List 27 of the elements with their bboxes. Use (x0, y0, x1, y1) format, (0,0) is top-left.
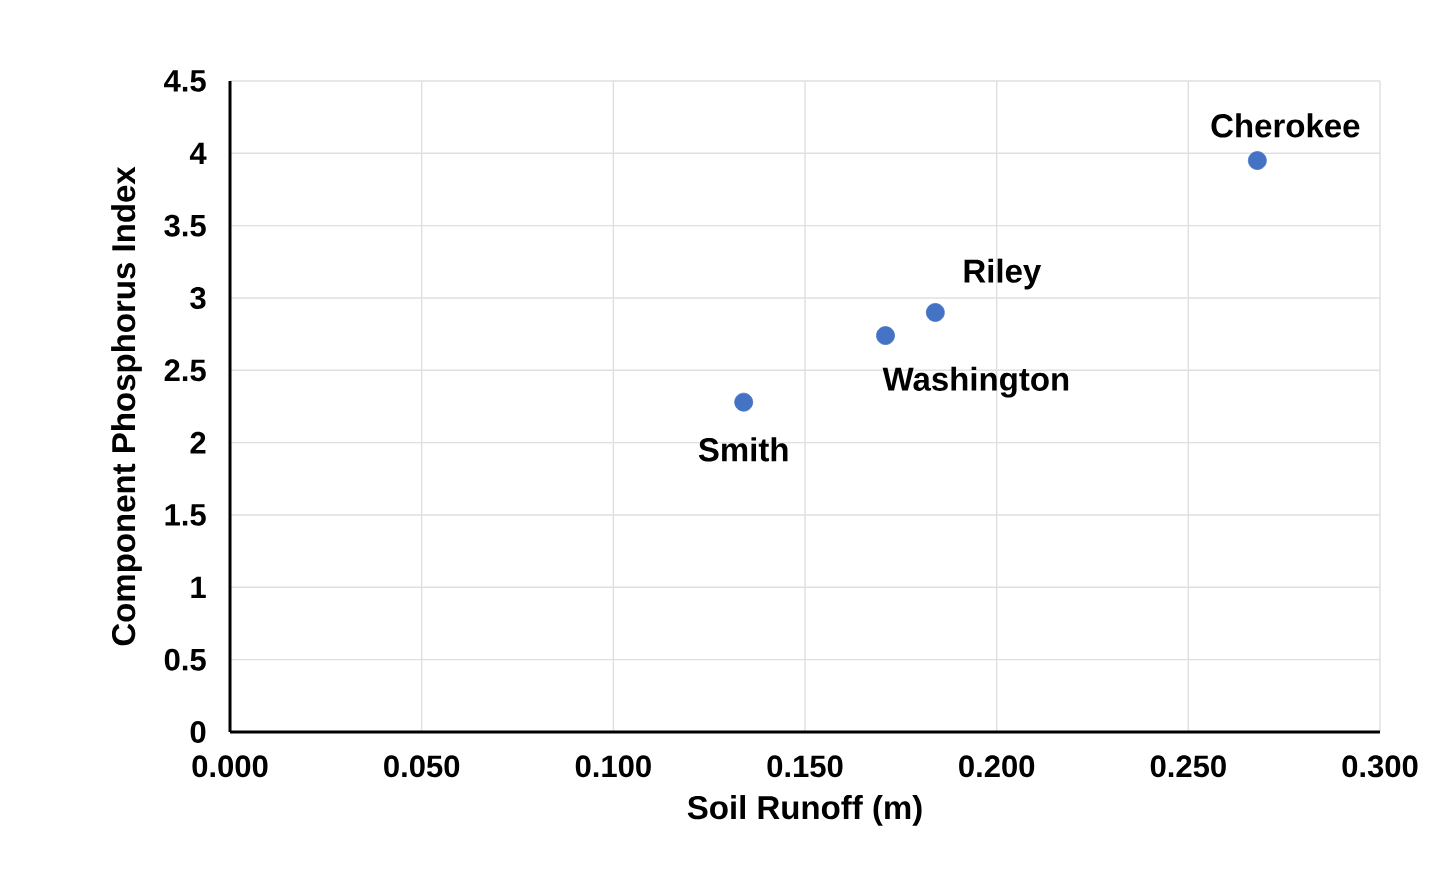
y-tick-label: 4 (189, 142, 207, 164)
x-axis-title: Soil Runoff (m) (687, 795, 922, 826)
y-tick-label: 0.5 (164, 648, 206, 671)
point (925, 303, 945, 322)
x-tick-label: 0.200 (959, 755, 1035, 778)
x-tick-label: 0.150 (767, 755, 843, 778)
point (876, 326, 895, 345)
x-tick-label: 0.000 (192, 755, 268, 778)
y-tick-label: 2 (190, 431, 206, 454)
annotation: Cherokee (1211, 113, 1360, 138)
x-tick-label: 0.250 (1150, 755, 1226, 778)
x-tick-label: 0.300 (1342, 755, 1418, 778)
y-tick-label: 3.5 (164, 214, 206, 237)
y-tick-label: 4.5 (164, 70, 206, 92)
y-tick-label: 1.5 (165, 504, 206, 526)
annotation: Washington (882, 366, 1069, 398)
point (1247, 151, 1267, 170)
point (734, 392, 754, 412)
y-tick-label: 2.5 (164, 359, 206, 382)
annotation: Riley (964, 258, 1042, 290)
y-axis-title: Component Phosphorus Index (111, 166, 142, 646)
y-tick-label: 3 (190, 286, 206, 309)
y-tick-label: 1 (191, 576, 206, 598)
annotation: Smith (698, 437, 788, 462)
y-tick-label: 0 (190, 721, 206, 743)
x-tick-label: 0.050 (384, 755, 460, 778)
x-tick-label: 0.100 (575, 755, 651, 778)
